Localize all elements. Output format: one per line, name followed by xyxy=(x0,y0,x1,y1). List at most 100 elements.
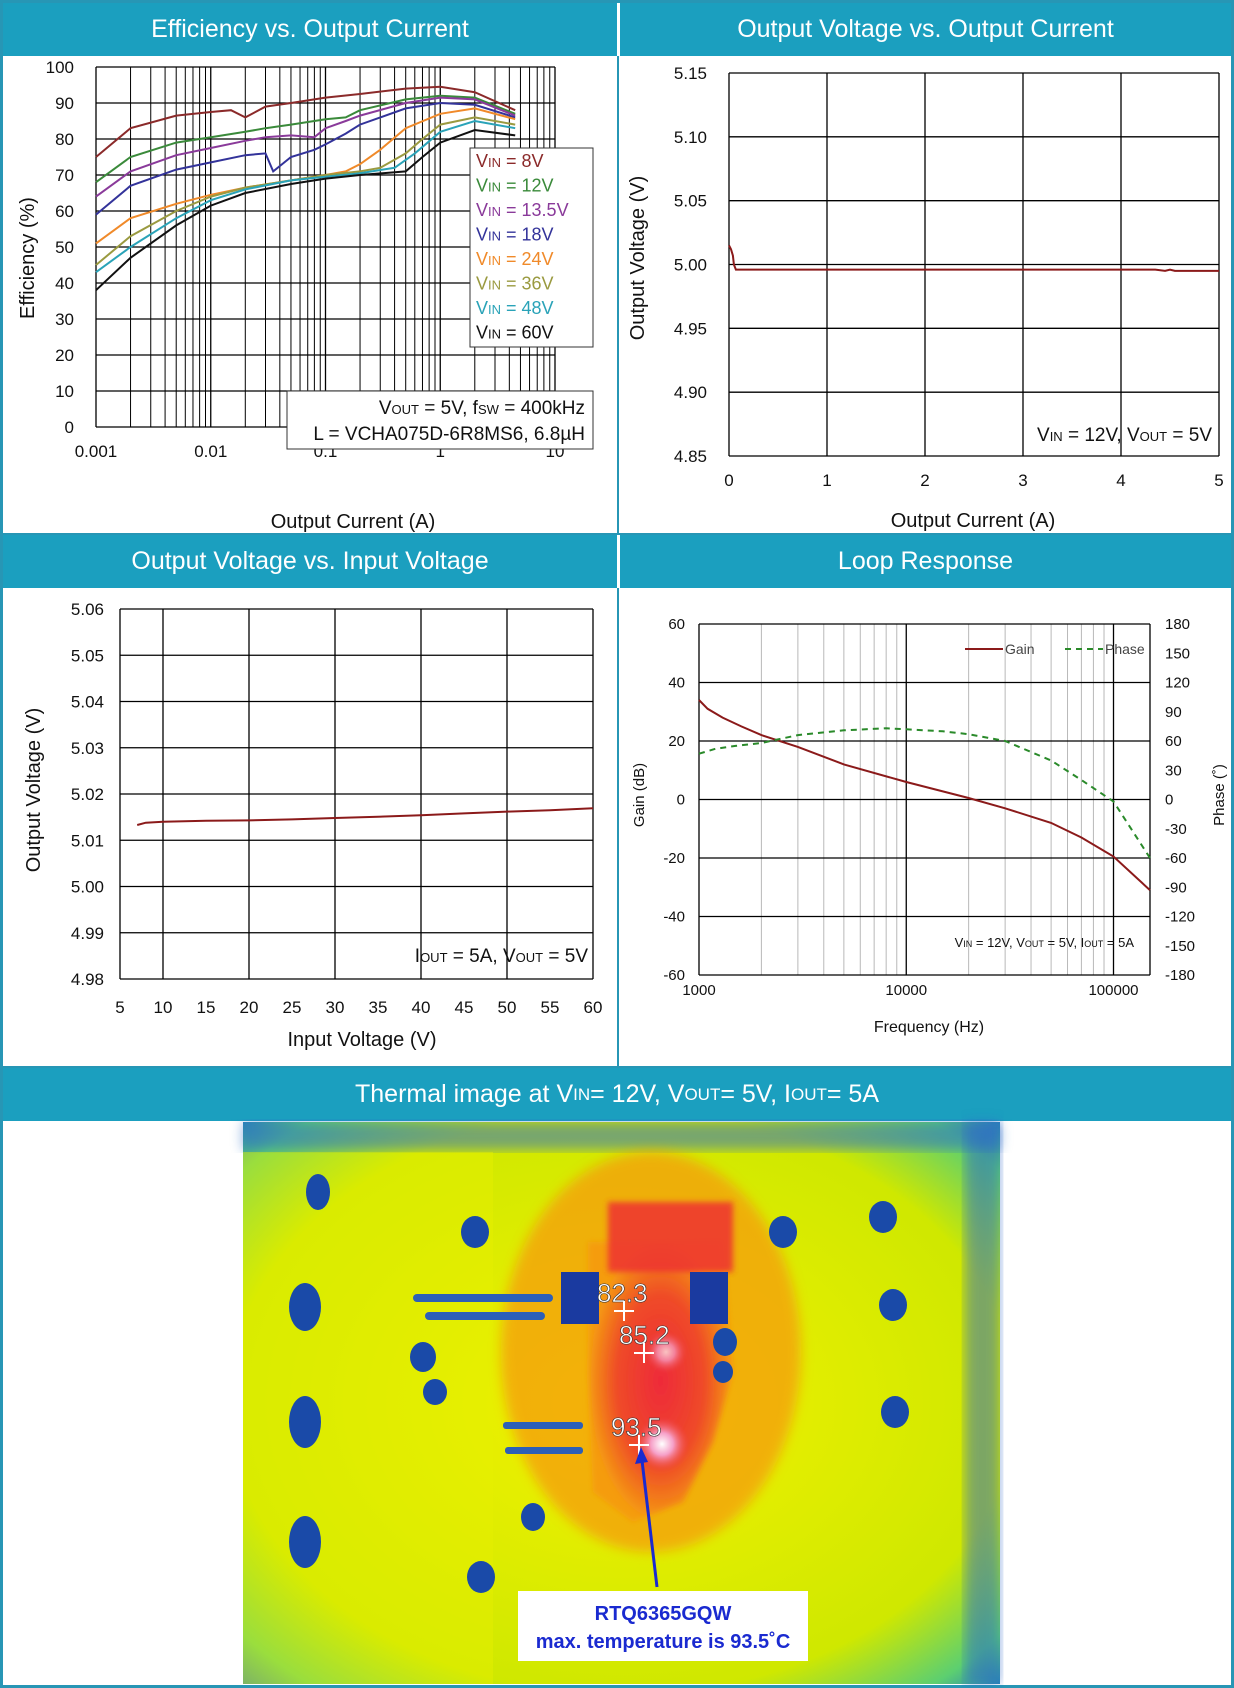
loop-y2-tick-label: -150 xyxy=(1165,938,1195,955)
loop-legend: Gain Phase xyxy=(965,641,1145,657)
chart-header-efficiency: Efficiency vs. Output Current xyxy=(3,3,617,56)
legend-subscript: IN xyxy=(488,229,501,244)
efficiency-series-line xyxy=(95,101,516,216)
vout-iout-x-tick-label: 0 xyxy=(724,471,733,490)
legend-subscript: IN xyxy=(488,204,501,219)
loop-y2-tick-label: -90 xyxy=(1165,879,1187,896)
efficiency-y-tick-label: 50 xyxy=(55,238,74,257)
vout-iout-y-tick-label: 4.85 xyxy=(674,447,707,466)
legend-value: = 8V xyxy=(501,151,544,171)
efficiency-legend-box xyxy=(469,147,594,348)
loop-y-axis-label: Gain (dB) xyxy=(631,763,648,827)
loop-y2-tick-label: 150 xyxy=(1165,645,1190,662)
efficiency-y-tick-label: 0 xyxy=(65,418,74,437)
loop-y2-tick-label: -120 xyxy=(1165,909,1195,926)
thermal-pad-right xyxy=(690,1272,728,1324)
thermal-image: 82.3 85.2 93.5 RTQ6365GQW max. temperatu… xyxy=(243,1122,1000,1684)
efficiency-y-tick-label: 80 xyxy=(55,130,74,149)
efficiency-x-axis-label: Output Current (A) xyxy=(271,511,436,533)
vout-iout-x-tick-label: 4 xyxy=(1116,471,1125,490)
loop-series-lines xyxy=(698,699,1151,891)
thermal-header: Thermal image at V IN = 12V, V OUT = 5V, I… xyxy=(3,1068,1231,1121)
loop-y-tick-label: 60 xyxy=(668,616,685,633)
thermal-left-panel xyxy=(243,1152,493,1684)
efficiency-legend-entry: VIN = 24V xyxy=(476,249,554,269)
loop-legend-label: Phase xyxy=(1105,641,1145,657)
vout-vin-y-tick-label: 5.06 xyxy=(71,600,104,619)
efficiency-legend-entry: VIN = 48V xyxy=(476,298,554,318)
legend-prefix: V xyxy=(476,249,488,269)
legend-value: = 18V xyxy=(501,225,554,245)
loop-series-line xyxy=(698,699,1151,891)
thermal-spot-93 xyxy=(634,1416,690,1472)
vout-vin-x-tick-label: 55 xyxy=(541,998,560,1017)
efficiency-series-line xyxy=(95,94,516,184)
thermal-board-right-band xyxy=(965,1122,1000,1684)
loop-y2-axis-label: Phase (˚) xyxy=(1211,764,1228,826)
legend-value: = 36V xyxy=(501,274,554,294)
legend-prefix: V xyxy=(476,298,488,318)
loop-y2-tick-label: 60 xyxy=(1165,733,1182,750)
legend-prefix: V xyxy=(476,274,488,294)
vout-vin-x-tick-label: 5 xyxy=(115,998,124,1017)
loop-y-tick-label: -60 xyxy=(663,967,685,984)
vout-vin-y-tick-label: 5.02 xyxy=(71,785,104,804)
vout-vin-y-tick-label: 4.99 xyxy=(71,924,104,943)
legend-value: = 24V xyxy=(501,249,554,269)
vout-vin-y-tick-label: 5.03 xyxy=(71,739,104,758)
loop-y-tick-label: 20 xyxy=(668,733,685,750)
legend-subscript: IN xyxy=(488,302,501,317)
divider-vertical-top xyxy=(617,56,619,535)
thermal-vias xyxy=(289,1174,909,1593)
efficiency-series-lines xyxy=(95,85,516,291)
efficiency-annotation-line1: VOUT = 5V, fSW = 400kHz xyxy=(379,398,585,419)
thermal-board-top-band xyxy=(243,1122,1000,1150)
loop-y-tick-label: -20 xyxy=(663,850,685,867)
efficiency-x-tick-label: 0.01 xyxy=(194,442,227,461)
chart-header-vout-iout: Output Voltage vs. Output Current xyxy=(620,3,1231,56)
thermal-callout-arrowhead xyxy=(635,1447,648,1464)
thermal-traces xyxy=(413,1294,583,1454)
loop-y2-tick-label: -180 xyxy=(1165,967,1195,984)
efficiency-annotation-box xyxy=(286,390,594,450)
loop-y2-tick-label: -60 xyxy=(1165,850,1187,867)
legend-value: = 60V xyxy=(501,323,554,343)
legend-subscript: IN xyxy=(488,253,501,268)
legend-value: = 12V xyxy=(501,176,554,196)
legend-prefix: V xyxy=(476,200,488,220)
vout-iout-y-tick-label: 4.95 xyxy=(674,319,707,338)
vout-vin-y-tick-label: 4.98 xyxy=(71,970,104,989)
thermal-label-93: 93.5 xyxy=(611,1412,662,1442)
vout-vin-x-tick-label: 25 xyxy=(283,998,302,1017)
legend-prefix: V xyxy=(476,176,488,196)
legend-subscript: IN xyxy=(488,155,501,170)
efficiency-x-tick-label: 0.001 xyxy=(75,442,118,461)
efficiency-legend-entry: VIN = 12V xyxy=(476,176,554,196)
legend-subscript: IN xyxy=(488,180,501,195)
legend-prefix: V xyxy=(476,151,488,171)
vout-iout-series-lines xyxy=(728,244,1219,272)
vout-iout-annotation: VIN = 12V, VOUT = 5V xyxy=(1037,425,1212,446)
vout-iout-y-tick-label: 5.15 xyxy=(674,64,707,83)
thermal-callout-line2: max. temperature is 93.5˚C xyxy=(536,1630,791,1653)
divider-horizontal-2 xyxy=(3,1066,1231,1068)
chart-header-vout-vin: Output Voltage vs. Input Voltage xyxy=(3,535,617,588)
efficiency-legend-entry: VIN = 36V xyxy=(476,274,554,294)
loop-y-tick-label: 40 xyxy=(668,675,685,692)
legend-prefix: V xyxy=(476,323,488,343)
vout-iout-x-tick-label: 1 xyxy=(822,471,831,490)
vout-iout-x-tick-label: 2 xyxy=(920,471,929,490)
efficiency-y-tick-label: 60 xyxy=(55,202,74,221)
thermal-crosshairs xyxy=(614,1301,654,1455)
loop-series-line xyxy=(698,727,1151,859)
vout-vin-tick-labels: 5 10 15 20 25 30 35 40 45 50 55 60 4.98 4.99 5.00 5.01 5… xyxy=(71,600,603,1017)
efficiency-y-tick-label: 70 xyxy=(55,166,74,185)
loop-x-tick-label: 1000 xyxy=(682,982,715,999)
vout-vin-y-tick-label: 5.01 xyxy=(71,831,104,850)
